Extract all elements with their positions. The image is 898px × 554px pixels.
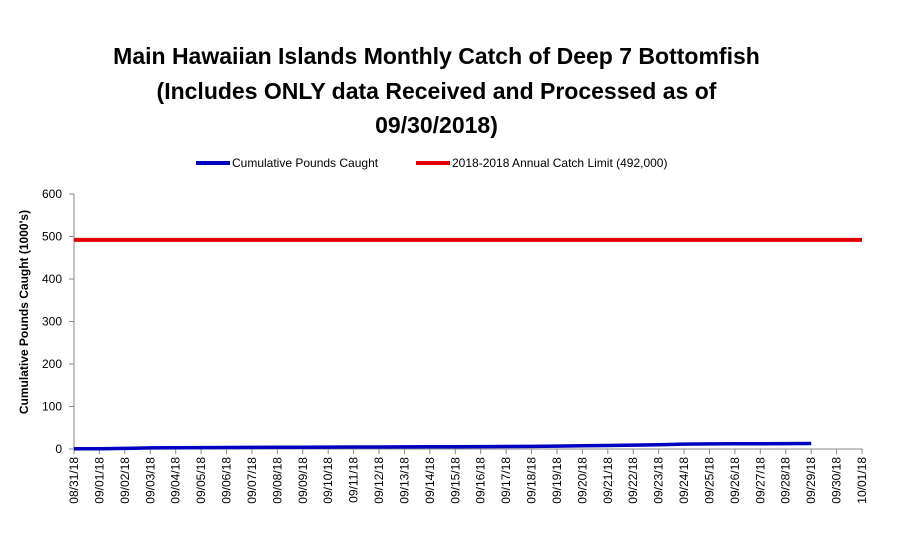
- y-tick-label: 500: [42, 230, 62, 244]
- x-tick-label: 09/17/18: [499, 457, 513, 504]
- legend-entry-catch-limit: 2018-2018 Annual Catch Limit (492,000): [416, 156, 667, 170]
- x-tick-label: 09/10/18: [321, 457, 335, 504]
- x-tick-label: 08/31/18: [67, 457, 81, 504]
- x-tick-label: 09/06/18: [220, 457, 234, 504]
- legend-swatch-cumulative: [196, 161, 230, 165]
- x-tick-label: 09/27/18: [753, 457, 767, 504]
- chart-title-line-2: (Includes ONLY data Received and Process…: [156, 78, 717, 104]
- x-tick-label: 09/08/18: [270, 457, 284, 504]
- x-tick-label: 09/25/18: [702, 457, 716, 504]
- x-tick-label: 09/13/18: [397, 457, 411, 504]
- x-tick-label: 09/24/18: [677, 457, 691, 504]
- y-tick-label: 400: [42, 272, 62, 286]
- x-tick-label: 09/09/18: [296, 457, 310, 504]
- y-tick-label: 100: [42, 400, 62, 414]
- x-tick-label: 09/11/18: [347, 457, 361, 503]
- x-tick-label: 09/23/18: [652, 457, 666, 504]
- y-tick-label: 0: [55, 442, 62, 456]
- x-tick-label: 09/15/18: [448, 457, 462, 504]
- x-tick-label: 09/19/18: [550, 457, 564, 504]
- x-tick-label: 10/01/18: [855, 457, 869, 504]
- x-tick-label: 09/28/18: [779, 457, 793, 504]
- x-tick-label: 09/02/18: [118, 457, 132, 504]
- x-tick-label: 09/21/18: [601, 457, 615, 504]
- y-tick-label: 300: [42, 315, 62, 329]
- x-tick-label: 09/18/18: [525, 457, 539, 504]
- x-tick-label: 09/14/18: [423, 457, 437, 504]
- y-tick-label: 600: [42, 187, 62, 201]
- chart-title-line-1: Main Hawaiian Islands Monthly Catch of D…: [113, 43, 760, 69]
- x-tick-label: 09/22/18: [626, 457, 640, 504]
- x-tick-label: 09/29/18: [804, 457, 818, 504]
- x-tick-label: 09/03/18: [143, 457, 157, 504]
- legend-label-catch-limit: 2018-2018 Annual Catch Limit (492,000): [452, 156, 668, 170]
- x-tick-label: 09/05/18: [194, 457, 208, 504]
- y-tick-label: 200: [42, 357, 62, 371]
- x-tick-label: 09/07/18: [245, 457, 259, 504]
- x-tick-label: 09/04/18: [169, 457, 183, 504]
- x-tick-label: 09/16/18: [474, 457, 488, 504]
- chart-title-line-3: 09/30/2018): [375, 112, 498, 138]
- x-tick-label: 09/01/18: [92, 457, 106, 504]
- legend-entry-cumulative: Cumulative Pounds Caught: [196, 156, 378, 170]
- x-tick-label: 09/30/18: [830, 457, 844, 504]
- x-tick-label: 09/12/18: [372, 457, 386, 504]
- legend-label-cumulative: Cumulative Pounds Caught: [232, 156, 379, 170]
- x-tick-label: 09/20/18: [575, 457, 589, 504]
- series-line-cumulative: [73, 441, 812, 451]
- legend-swatch-catch-limit: [416, 161, 450, 165]
- x-tick-label: 09/26/18: [728, 457, 742, 504]
